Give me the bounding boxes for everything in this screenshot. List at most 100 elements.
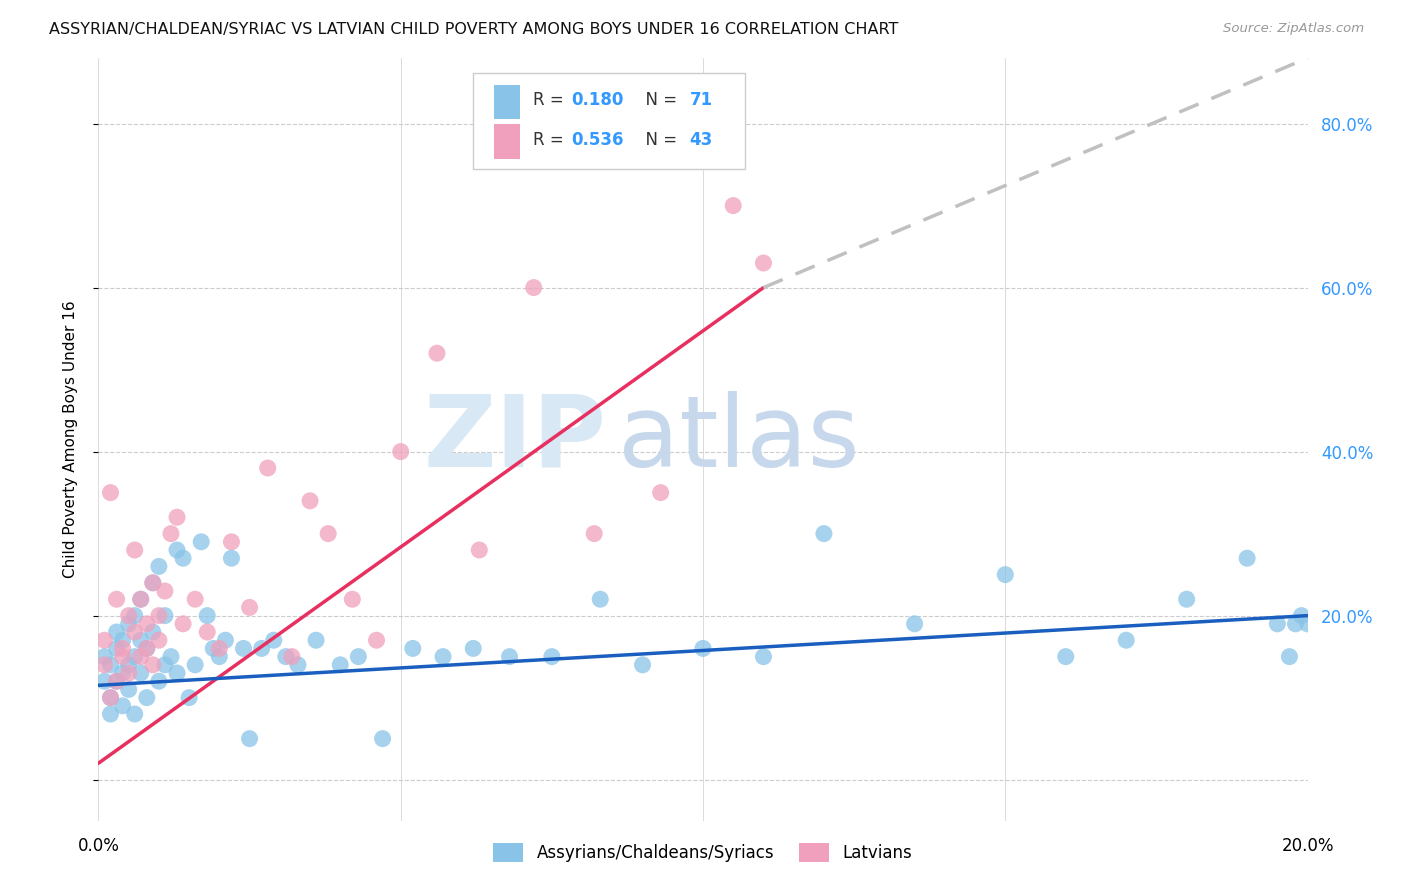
Point [135,641,157,656]
Point [498,649,520,664]
Point [111,641,134,656]
Point [813,526,835,541]
Point [221,534,243,549]
Text: R =: R = [533,130,568,149]
Point [1054,649,1077,664]
Point [135,641,157,656]
Point [1284,616,1306,631]
Point [124,625,146,640]
Y-axis label: Child Poverty Among Boys Under 16: Child Poverty Among Boys Under 16 [63,301,77,578]
Point [124,608,146,623]
Point [752,256,775,270]
Point [214,633,236,648]
Text: N =: N = [636,91,683,109]
Point [1278,649,1301,664]
Point [299,493,322,508]
Text: Source: ZipAtlas.com: Source: ZipAtlas.com [1223,22,1364,36]
Text: 0.180: 0.180 [571,91,624,109]
Point [100,706,122,721]
Point [540,649,562,664]
Point [184,592,207,607]
Point [1267,616,1289,631]
Point [124,649,146,664]
Point [366,633,388,648]
Point [129,592,152,607]
Point [142,625,165,640]
Point [93,649,115,664]
Point [208,649,231,664]
Point [195,625,218,640]
Point [100,485,122,500]
Point [172,551,194,566]
Point [105,674,128,689]
Point [100,690,122,705]
Point [589,592,612,607]
Point [118,666,141,681]
Point [329,657,352,672]
Point [190,534,212,549]
Point [148,559,170,574]
Point [371,731,394,746]
Point [142,575,165,590]
Point [274,649,297,664]
Point [111,633,134,648]
Point [1296,616,1319,631]
Point [129,649,152,664]
Point [142,575,165,590]
Bar [494,85,520,119]
Point [129,666,152,681]
Point [124,706,146,721]
Point [124,543,146,558]
Point [631,657,654,672]
Point [342,592,364,607]
Point [692,641,714,656]
Point [93,633,115,648]
Point [118,682,141,697]
Point [402,641,425,656]
Point [305,633,328,648]
Point [129,633,152,648]
Point [135,690,157,705]
Point [316,526,339,541]
Point [166,543,188,558]
Point [118,616,141,631]
Point [1115,633,1137,648]
Point [111,649,134,664]
Bar [494,124,520,159]
Point [135,616,157,631]
Text: 43: 43 [690,130,713,149]
Point [105,625,128,640]
Point [1175,592,1198,607]
Point [142,657,165,672]
Point [239,731,262,746]
Point [263,633,285,648]
Point [468,543,491,558]
Point [287,657,309,672]
Point [166,666,188,681]
Point [129,592,152,607]
Text: 71: 71 [690,91,713,109]
Point [148,674,170,689]
Point [239,600,262,615]
Point [153,657,176,672]
Point [221,551,243,566]
Point [166,510,188,524]
Point [153,584,176,599]
Point [153,608,176,623]
Text: R =: R = [533,91,568,109]
Point [105,592,128,607]
Legend: Assyrians/Chaldeans/Syriacs, Latvians: Assyrians/Chaldeans/Syriacs, Latvians [494,843,912,862]
Point [281,649,304,664]
Text: 0.536: 0.536 [571,130,624,149]
Point [111,666,134,681]
Point [184,657,207,672]
Text: atlas: atlas [619,391,860,488]
Point [179,690,201,705]
Text: ASSYRIAN/CHALDEAN/SYRIAC VS LATVIAN CHILD POVERTY AMONG BOYS UNDER 16 CORRELATIO: ASSYRIAN/CHALDEAN/SYRIAC VS LATVIAN CHIL… [49,22,898,37]
Point [105,674,128,689]
Point [1236,551,1258,566]
Point [389,444,412,458]
Text: N =: N = [636,130,683,149]
Point [650,485,672,500]
FancyBboxPatch shape [474,73,745,169]
